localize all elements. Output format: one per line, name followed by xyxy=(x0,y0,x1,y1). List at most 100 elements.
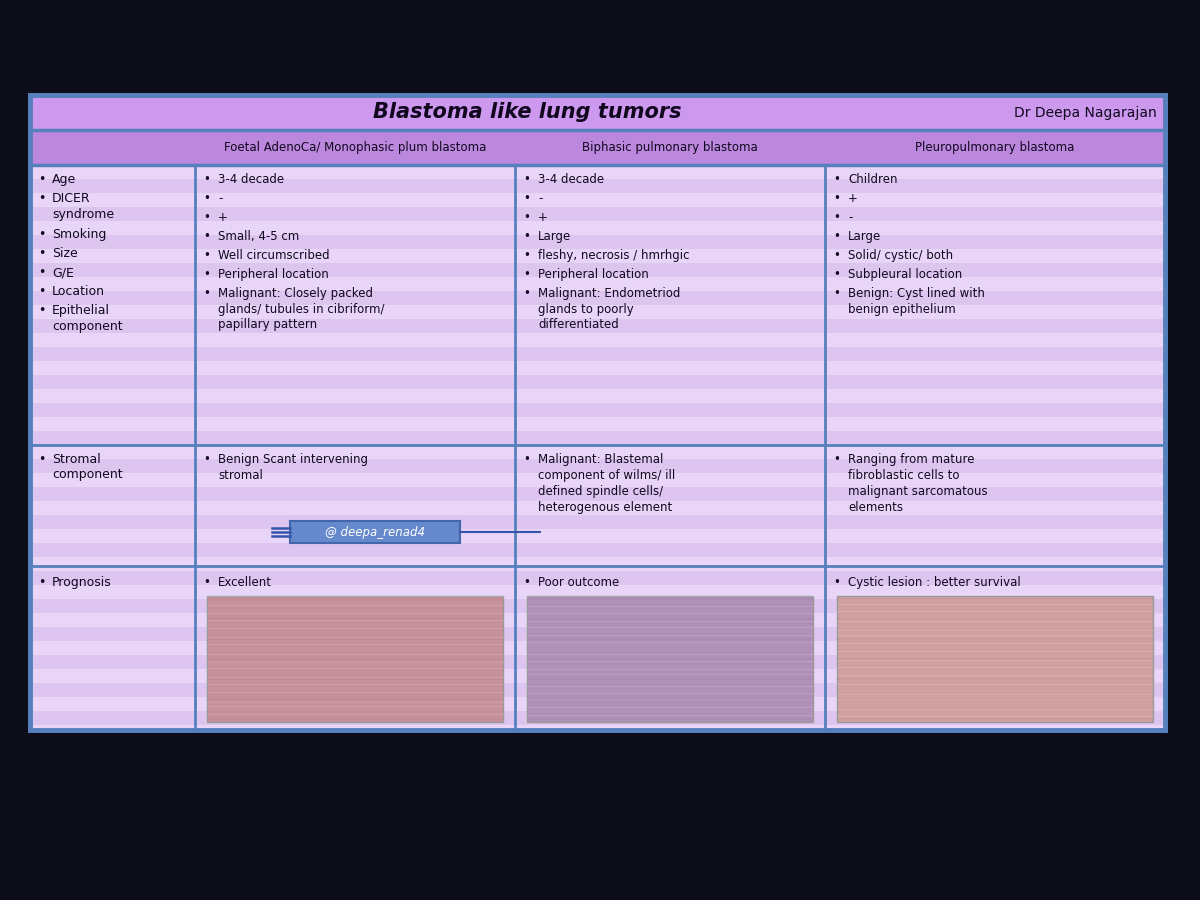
Text: Malignant: Endometriod: Malignant: Endometriod xyxy=(538,287,680,300)
Text: Size: Size xyxy=(52,247,78,260)
Text: Epithelial: Epithelial xyxy=(52,304,110,317)
Text: -: - xyxy=(218,192,222,205)
Text: Children: Children xyxy=(848,173,898,186)
Bar xyxy=(30,571,1165,585)
Text: G/E: G/E xyxy=(52,266,74,279)
Bar xyxy=(30,361,1165,375)
Text: •: • xyxy=(203,287,210,300)
Bar xyxy=(30,417,1165,431)
Text: Age: Age xyxy=(52,173,77,186)
Bar xyxy=(30,95,1165,730)
Text: •: • xyxy=(833,576,840,590)
Text: Small, 4-5 cm: Small, 4-5 cm xyxy=(218,230,299,243)
Text: •: • xyxy=(523,173,530,186)
Text: •: • xyxy=(833,192,840,205)
Text: Dr Deepa Nagarajan: Dr Deepa Nagarajan xyxy=(1014,105,1157,120)
Bar xyxy=(30,277,1165,291)
Bar xyxy=(30,557,1165,571)
Text: Benign: Cyst lined with: Benign: Cyst lined with xyxy=(848,287,985,300)
Text: Cystic lesion : better survival: Cystic lesion : better survival xyxy=(848,576,1021,590)
Text: •: • xyxy=(38,453,46,465)
Bar xyxy=(30,585,1165,599)
Text: malignant sarcomatous: malignant sarcomatous xyxy=(848,485,988,498)
Bar xyxy=(30,473,1165,487)
Text: component: component xyxy=(52,320,122,333)
Bar xyxy=(30,263,1165,277)
Text: Stromal: Stromal xyxy=(52,453,101,465)
Text: Benign Scant intervening: Benign Scant intervening xyxy=(218,453,368,465)
Text: +: + xyxy=(218,211,228,224)
Text: -: - xyxy=(538,192,542,205)
Text: •: • xyxy=(203,576,210,590)
Text: •: • xyxy=(833,173,840,186)
Text: +: + xyxy=(848,192,858,205)
Text: glands/ tubules in cibriform/: glands/ tubules in cibriform/ xyxy=(218,302,384,316)
Text: heterogenous element: heterogenous element xyxy=(538,500,672,514)
Text: Blastoma like lung tumors: Blastoma like lung tumors xyxy=(373,103,682,122)
Text: •: • xyxy=(38,247,46,260)
Text: differentiated: differentiated xyxy=(538,319,619,331)
Bar xyxy=(290,521,460,543)
Text: @ deepa_renad4: @ deepa_renad4 xyxy=(325,526,425,538)
Text: -: - xyxy=(848,211,852,224)
Bar xyxy=(208,596,503,722)
Bar xyxy=(30,165,1165,179)
Text: Malignant: Closely packed: Malignant: Closely packed xyxy=(218,287,373,300)
Text: Foetal AdenoCa/ Monophasic plum blastoma: Foetal AdenoCa/ Monophasic plum blastoma xyxy=(224,141,486,154)
Bar xyxy=(30,235,1165,249)
Text: glands to poorly: glands to poorly xyxy=(538,302,634,316)
Text: +: + xyxy=(538,211,548,224)
Bar xyxy=(30,627,1165,641)
Text: •: • xyxy=(523,268,530,281)
Text: Peripheral location: Peripheral location xyxy=(218,268,329,281)
Text: syndrome: syndrome xyxy=(52,208,114,220)
Text: •: • xyxy=(833,211,840,224)
Text: benign epithelium: benign epithelium xyxy=(848,302,955,316)
Text: papillary pattern: papillary pattern xyxy=(218,319,317,331)
Bar xyxy=(30,221,1165,235)
Text: Poor outcome: Poor outcome xyxy=(538,576,619,590)
Text: •: • xyxy=(203,211,210,224)
Text: •: • xyxy=(38,304,46,317)
Text: Location: Location xyxy=(52,285,106,298)
Bar xyxy=(30,403,1165,417)
Text: •: • xyxy=(38,228,46,241)
Text: •: • xyxy=(523,230,530,243)
Bar xyxy=(30,543,1165,557)
Bar xyxy=(30,95,1165,730)
Bar xyxy=(30,389,1165,403)
Text: •: • xyxy=(203,453,210,465)
Bar xyxy=(30,375,1165,389)
Text: •: • xyxy=(523,453,530,465)
Text: Smoking: Smoking xyxy=(52,228,107,241)
Bar xyxy=(30,207,1165,221)
Text: elements: elements xyxy=(848,500,904,514)
Bar xyxy=(30,130,1165,165)
Bar xyxy=(527,596,814,722)
Bar xyxy=(30,249,1165,263)
Text: •: • xyxy=(833,453,840,465)
Bar xyxy=(30,291,1165,305)
Text: Prognosis: Prognosis xyxy=(52,576,112,590)
Bar xyxy=(30,725,1165,730)
Text: •: • xyxy=(523,249,530,262)
Bar xyxy=(30,529,1165,543)
Text: •: • xyxy=(38,173,46,186)
Bar xyxy=(30,683,1165,697)
Text: Malignant: Blastemal: Malignant: Blastemal xyxy=(538,453,664,465)
Text: Large: Large xyxy=(538,230,571,243)
Text: stromal: stromal xyxy=(218,469,263,482)
Bar xyxy=(30,655,1165,669)
Bar xyxy=(30,347,1165,361)
Text: fibroblastic cells to: fibroblastic cells to xyxy=(848,469,960,482)
Text: •: • xyxy=(38,192,46,205)
Text: Pleuropulmonary blastoma: Pleuropulmonary blastoma xyxy=(916,141,1075,154)
Text: Well circumscribed: Well circumscribed xyxy=(218,249,330,262)
Text: component of wilms/ ill: component of wilms/ ill xyxy=(538,469,676,482)
Text: Large: Large xyxy=(848,230,881,243)
Text: •: • xyxy=(38,285,46,298)
Bar xyxy=(30,697,1165,711)
Bar xyxy=(30,305,1165,319)
Bar xyxy=(30,445,1165,459)
Text: Ranging from mature: Ranging from mature xyxy=(848,453,974,465)
